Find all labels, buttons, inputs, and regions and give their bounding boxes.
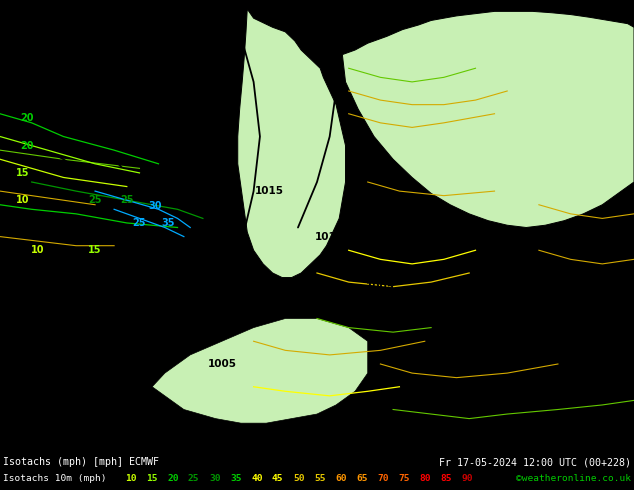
Text: Fr 17-05-2024 12:00 UTC (00+228): Fr 17-05-2024 12:00 UTC (00+228)	[439, 457, 631, 467]
Text: 90: 90	[461, 474, 472, 483]
Text: 20: 20	[167, 474, 179, 483]
Text: 35: 35	[230, 474, 242, 483]
Text: 1010: 1010	[315, 232, 344, 242]
Text: 50: 50	[293, 474, 304, 483]
Text: 20: 20	[20, 141, 34, 150]
Text: 10: 10	[15, 195, 29, 205]
Text: 55: 55	[314, 474, 325, 483]
Text: 25: 25	[88, 195, 102, 205]
Polygon shape	[238, 9, 346, 277]
Text: 40: 40	[251, 474, 262, 483]
Text: ©weatheronline.co.uk: ©weatheronline.co.uk	[516, 474, 631, 483]
Text: 30: 30	[148, 201, 162, 211]
Text: 1005: 1005	[296, 304, 325, 315]
Text: 1000: 1000	[296, 423, 325, 433]
Text: 30: 30	[209, 474, 221, 483]
Text: 25: 25	[133, 218, 146, 228]
Text: 1005: 1005	[369, 163, 398, 173]
Text: 65: 65	[356, 474, 368, 483]
Text: 1010: 1010	[302, 18, 332, 28]
Text: 15: 15	[146, 474, 157, 483]
Text: 1005: 1005	[207, 359, 236, 369]
Text: 25: 25	[188, 474, 200, 483]
Polygon shape	[152, 318, 368, 423]
Text: 1010: 1010	[261, 427, 290, 437]
Text: 85: 85	[440, 474, 451, 483]
Text: 10: 10	[125, 474, 136, 483]
Text: 80: 80	[419, 474, 430, 483]
Text: 1005: 1005	[366, 282, 395, 292]
Text: 75: 75	[398, 474, 410, 483]
Text: 25: 25	[120, 195, 134, 205]
Text: Isotachs 10m (mph): Isotachs 10m (mph)	[3, 474, 107, 483]
Text: 70: 70	[377, 474, 389, 483]
Text: 1015: 1015	[255, 186, 284, 196]
Text: 60: 60	[335, 474, 347, 483]
Polygon shape	[342, 11, 634, 227]
Text: 20: 20	[20, 113, 34, 123]
Text: 1005: 1005	[207, 314, 236, 323]
Text: 45: 45	[272, 474, 283, 483]
Text: Isotachs (mph) [mph] ECMWF: Isotachs (mph) [mph] ECMWF	[3, 457, 159, 467]
Text: 10: 10	[31, 245, 45, 255]
Text: 15: 15	[15, 168, 29, 178]
Text: 15: 15	[88, 245, 102, 255]
Text: 35: 35	[161, 218, 175, 228]
